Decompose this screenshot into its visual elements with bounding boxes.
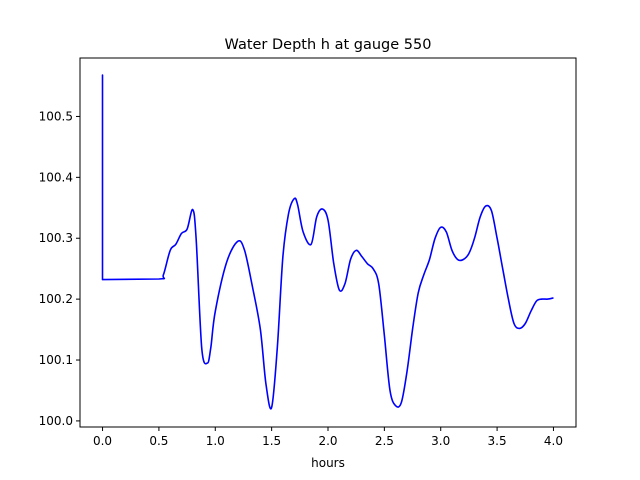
x-tick-label: 0.5 xyxy=(149,434,168,448)
y-tick-label: 100.2 xyxy=(39,292,73,306)
x-tick-label: 1.0 xyxy=(206,434,225,448)
series-line xyxy=(101,74,554,410)
x-tick-label: 2.5 xyxy=(375,434,394,448)
y-tick-label: 100.1 xyxy=(39,353,73,367)
y-tick-label: 100.3 xyxy=(39,231,73,245)
y-tick-label: 100.4 xyxy=(39,170,73,184)
axes-frame xyxy=(79,57,577,428)
x-axis-label: hours xyxy=(311,456,345,470)
y-tick-label: 100.0 xyxy=(39,414,73,428)
chart-title: Water Depth h at gauge 550 xyxy=(225,37,432,53)
x-tick-label: 3.0 xyxy=(431,434,450,448)
x-tick-label: 0.0 xyxy=(93,434,112,448)
x-tick-label: 2.0 xyxy=(318,434,337,448)
plot-area xyxy=(101,74,554,410)
x-tick-label: 1.5 xyxy=(262,434,281,448)
axis-ticks: 0.0 0.5 1.0 1.5 2.0 2.5 3.0 3.5 4.0 100.0 100.1 100… xyxy=(39,109,563,448)
y-tick-label: 100.5 xyxy=(39,109,73,123)
x-tick-label: 3.5 xyxy=(488,434,507,448)
x-tick-label: 4.0 xyxy=(544,434,563,448)
